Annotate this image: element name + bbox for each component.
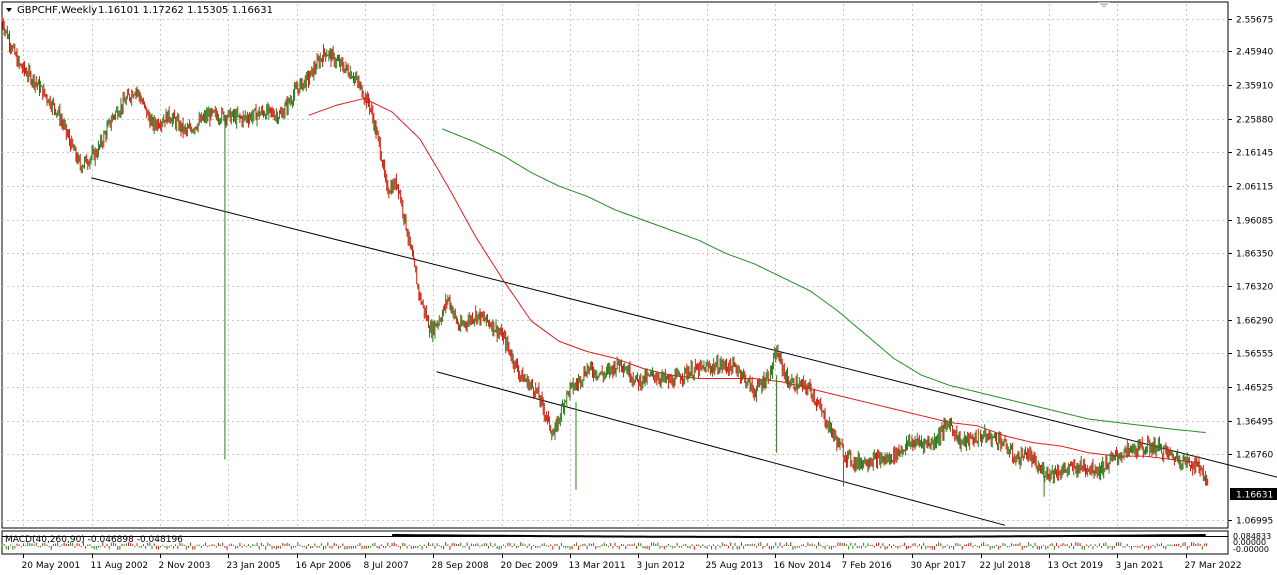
macd-scale-top: 0.084833 — [1233, 532, 1271, 541]
macd-scale-bottom: -0.00000 — [1233, 545, 1269, 554]
current-price-label: 1.16631 — [1236, 491, 1273, 501]
time-tick-label: 16 Apr 2006 — [296, 561, 352, 571]
macd-signal-line — [392, 534, 1206, 538]
price-candles — [1, 17, 1209, 497]
time-tick-label: 28 Sep 2008 — [432, 561, 489, 571]
price-tick-label: 1.96085 — [1236, 217, 1273, 227]
ma-fast-line — [308, 97, 1201, 464]
price-tick-label: 1.06995 — [1236, 517, 1273, 527]
time-tick-label: 8 Jul 2007 — [364, 561, 409, 571]
time-tick-label: 30 Apr 2017 — [911, 561, 967, 571]
macd-pane-frame — [1, 530, 1229, 555]
price-tick-label: 2.35910 — [1236, 82, 1273, 92]
time-tick-label: 2 Nov 2003 — [159, 561, 211, 571]
time-tick-label: 13 Mar 2011 — [569, 561, 626, 571]
ma-slow-line — [442, 128, 1206, 433]
time-tick-label: 23 Jan 2005 — [227, 561, 281, 571]
price-tick-label: 1.36495 — [1236, 418, 1273, 428]
trendlines — [91, 177, 1277, 526]
price-tick-label: 1.46525 — [1236, 384, 1273, 394]
time-tick-label: 11 Aug 2002 — [91, 561, 149, 571]
price-tick-label: 1.56555 — [1236, 350, 1273, 360]
symbol-label: GBPCHF,Weekly — [17, 5, 97, 16]
price-tick-label: 2.55675 — [1236, 16, 1273, 26]
time-tick-label: 20 May 2001 — [22, 561, 81, 571]
price-tick-label: 1.86350 — [1236, 250, 1273, 260]
price-tick-label: 1.66290 — [1236, 317, 1273, 327]
moving-averages — [308, 97, 1206, 464]
time-tick-label: 16 Nov 2014 — [774, 561, 832, 571]
price-tick-label: 2.25880 — [1236, 116, 1273, 126]
channel-trendline — [91, 177, 1277, 478]
price-pane-frame — [1, 1, 1229, 529]
time-tick-label: 20 Dec 2009 — [501, 561, 559, 571]
time-tick-label: 22 Jul 2018 — [980, 561, 1031, 571]
price-tick-label: 1.76320 — [1236, 283, 1273, 293]
time-tick-label: 3 Jun 2012 — [637, 561, 685, 571]
time-axis: 20 May 2001 11 Aug 2002 2 Nov 2003 23 Jan 2… — [22, 554, 1242, 571]
channel-trendline — [436, 371, 1006, 526]
scroll-marker-icon — [1098, 2, 1110, 8]
macd-histogram — [1, 534, 1228, 550]
price-tick-label: 1.26760 — [1236, 451, 1273, 461]
price-tick-label: 2.45940 — [1236, 48, 1273, 58]
macd-label: MACD(40,260,90) -0.046898 -0.048196 — [5, 535, 183, 545]
triangle-down-icon[interactable] — [6, 8, 12, 12]
price-tick-label: 2.06115 — [1236, 183, 1273, 193]
time-tick-label: 7 Feb 2016 — [842, 561, 893, 571]
time-tick-label: 27 Mar 2022 — [1185, 561, 1242, 571]
time-tick-label: 25 Aug 2013 — [706, 561, 764, 571]
price-tick-label: 2.16145 — [1236, 149, 1273, 159]
macd-scale-mid: 0.00000 — [1233, 538, 1266, 547]
time-tick-label: 13 Oct 2019 — [1048, 561, 1104, 571]
ohlc-label: 1.16101 1.17262 1.15305 1.16631 — [98, 5, 273, 16]
current-price-tag — [1230, 488, 1277, 500]
time-tick-label: 3 Jan 2021 — [1116, 561, 1164, 571]
price-axis: 2.55675 2.45940 2.35910 2.25880 2.16145 2.061… — [1228, 16, 1273, 527]
